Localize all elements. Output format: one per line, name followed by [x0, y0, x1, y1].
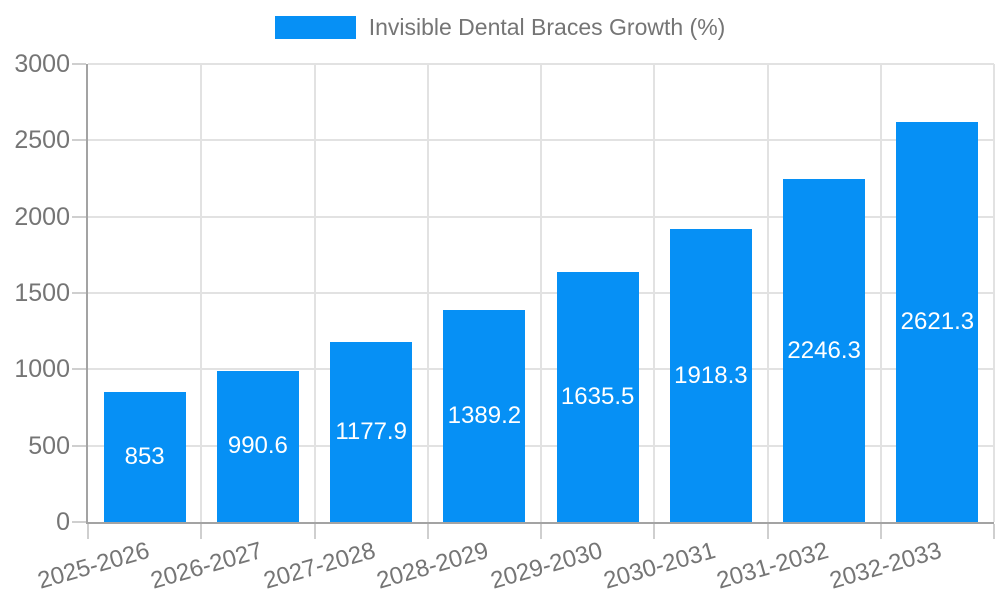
x-axis-line: [86, 522, 994, 524]
bar[interactable]: 1177.9: [330, 342, 413, 522]
y-axis-tick-mark: [72, 292, 86, 294]
x-axis-tick-mark: [87, 524, 89, 539]
x-axis-tick-mark: [200, 524, 203, 539]
bar[interactable]: 853: [103, 391, 186, 522]
bar-value-label: 1177.9: [335, 418, 407, 446]
x-axis-tick-mark: [879, 524, 882, 539]
legend-label: Invisible Dental Braces Growth (%): [368, 14, 726, 40]
y-tick-label: 500: [28, 431, 70, 460]
y-axis-tick-mark: [72, 63, 86, 65]
bar-value-label: 853: [124, 442, 165, 470]
gridline-vertical: [540, 64, 542, 522]
bar[interactable]: 1389.2: [443, 309, 526, 522]
bar-value-label: 2621.3: [900, 307, 975, 335]
bar-value-label: 1635.5: [560, 383, 635, 411]
gridline-vertical: [653, 64, 656, 522]
gridline-vertical: [200, 64, 203, 522]
y-axis-tick-mark: [72, 368, 86, 371]
gridline-vertical: [313, 64, 316, 522]
gridline-vertical: [766, 64, 769, 522]
y-tick-label: 1500: [14, 279, 70, 307]
y-axis-tick-mark: [72, 139, 86, 142]
y-axis-tick-mark: [72, 521, 86, 523]
x-axis-tick-mark: [653, 524, 656, 539]
x-axis-tick-mark: [313, 524, 316, 539]
legend-swatch: [274, 16, 356, 39]
bar[interactable]: 2621.3: [896, 121, 979, 522]
y-tick-label: 0: [56, 508, 70, 536]
y-axis-tick-mark: [72, 444, 86, 447]
y-tick-label: 3000: [14, 50, 70, 78]
gridline-vertical: [879, 64, 882, 522]
x-axis-tick-mark: [540, 524, 542, 539]
bar-value-label: 1389.2: [447, 401, 522, 429]
y-tick-label: 2000: [14, 202, 70, 231]
bar[interactable]: 1635.5: [556, 272, 639, 522]
y-axis-tick-mark: [72, 215, 86, 218]
x-axis-tick-mark: [426, 524, 429, 539]
bar-value-label: 2246.3: [787, 336, 861, 364]
legend-item[interactable]: Invisible Dental Braces Growth (%): [0, 14, 1000, 41]
x-axis-tick-mark: [766, 524, 769, 539]
x-axis-tick-mark: [993, 524, 995, 539]
bar[interactable]: 2246.3: [783, 179, 866, 522]
bar-value-label: 1918.3: [674, 361, 748, 389]
bar[interactable]: 990.6: [216, 370, 299, 522]
y-tick-label: 2500: [14, 126, 70, 155]
y-axis-line: [86, 64, 88, 524]
gridline-vertical: [993, 64, 995, 522]
bar-value-label: 990.6: [227, 432, 288, 460]
bar[interactable]: 1918.3: [669, 229, 752, 522]
y-tick-label: 1000: [14, 355, 70, 384]
gridline-vertical: [426, 64, 429, 522]
